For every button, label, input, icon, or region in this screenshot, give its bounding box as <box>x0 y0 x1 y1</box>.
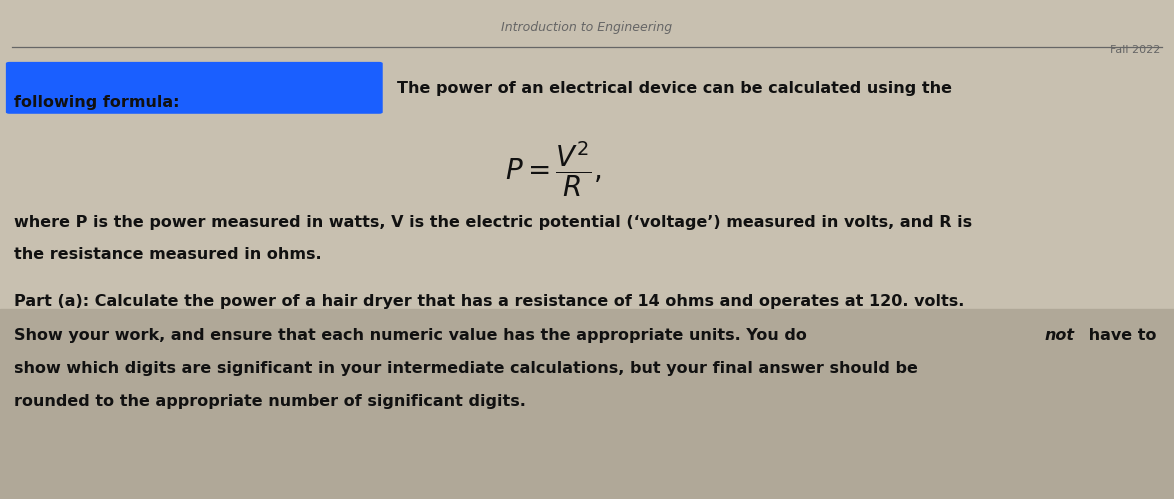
Text: The power of an electrical device can be calculated using the: The power of an electrical device can be… <box>397 81 952 96</box>
Bar <box>0 309 1174 499</box>
FancyBboxPatch shape <box>6 62 383 114</box>
Text: show which digits are significant in your intermediate calculations, but your fi: show which digits are significant in you… <box>14 361 918 376</box>
Text: Introduction to Engineering: Introduction to Engineering <box>501 21 673 34</box>
Text: $P = \dfrac{V^2}{R},$: $P = \dfrac{V^2}{R},$ <box>505 140 601 200</box>
Text: Show your work, and ensure that each numeric value has the appropriate units. Yo: Show your work, and ensure that each num… <box>14 328 812 343</box>
Text: Part (a): Calculate the power of a hair dryer that has a resistance of 14 ohms a: Part (a): Calculate the power of a hair … <box>14 294 965 309</box>
Text: following formula:: following formula: <box>14 95 180 110</box>
Text: where P is the power measured in watts, V is the electric potential (‘voltage’) : where P is the power measured in watts, … <box>14 215 972 230</box>
Text: not: not <box>1045 328 1074 343</box>
Text: the resistance measured in ohms.: the resistance measured in ohms. <box>14 247 322 262</box>
Text: rounded to the appropriate number of significant digits.: rounded to the appropriate number of sig… <box>14 394 526 409</box>
Text: have to: have to <box>1084 328 1156 343</box>
Text: Fall 2022: Fall 2022 <box>1109 45 1160 55</box>
